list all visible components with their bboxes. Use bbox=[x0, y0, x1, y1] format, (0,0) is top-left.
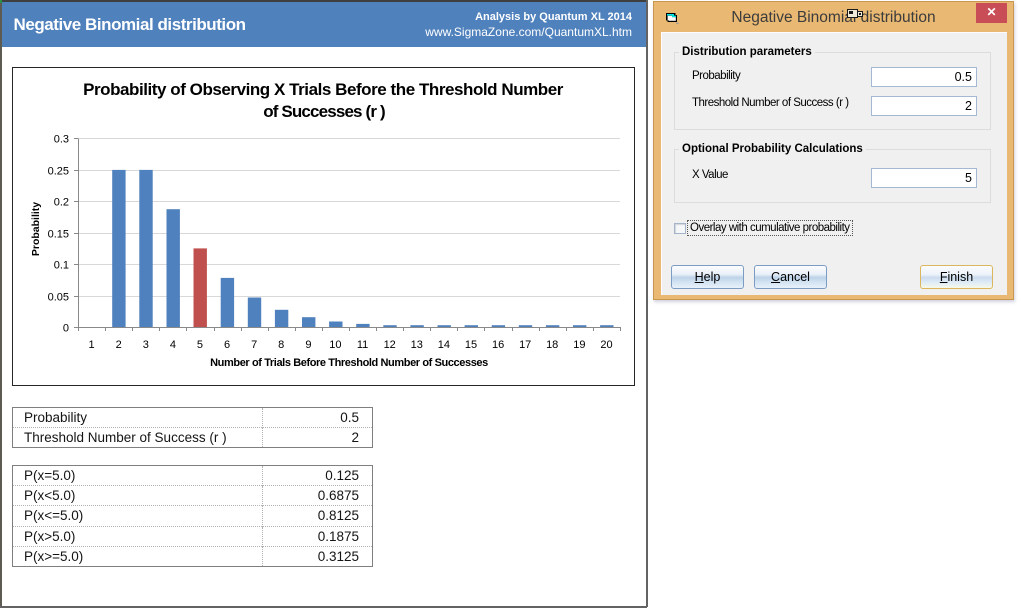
svg-text:0.25: 0.25 bbox=[48, 166, 69, 178]
svg-text:20: 20 bbox=[600, 339, 612, 351]
svg-text:0.1: 0.1 bbox=[54, 260, 69, 272]
svg-text:17: 17 bbox=[519, 339, 531, 351]
svg-text:0.15: 0.15 bbox=[48, 229, 69, 241]
svg-text:1: 1 bbox=[88, 339, 94, 351]
svg-text:2: 2 bbox=[116, 339, 122, 351]
svg-text:19: 19 bbox=[573, 339, 585, 351]
svg-text:11: 11 bbox=[357, 339, 368, 351]
svg-text:0.05: 0.05 bbox=[48, 292, 69, 304]
svg-text:7: 7 bbox=[251, 339, 257, 351]
svg-text:0.3: 0.3 bbox=[54, 134, 69, 146]
svg-text:14: 14 bbox=[438, 339, 450, 351]
svg-text:18: 18 bbox=[546, 339, 558, 351]
svg-text:Probability: Probability bbox=[30, 202, 42, 256]
svg-text:15: 15 bbox=[465, 339, 477, 351]
svg-text:3: 3 bbox=[143, 339, 149, 351]
svg-text:Probability of Observing X Tri: Probability of Observing X Trials Before… bbox=[83, 80, 564, 99]
svg-text:13: 13 bbox=[411, 339, 423, 351]
svg-text:16: 16 bbox=[492, 339, 504, 351]
svg-text:4: 4 bbox=[170, 339, 176, 351]
svg-text:5: 5 bbox=[197, 339, 203, 351]
svg-text:0.2: 0.2 bbox=[54, 197, 69, 209]
svg-text:10: 10 bbox=[329, 339, 341, 351]
svg-text:of Successes (r ): of Successes (r ) bbox=[263, 102, 385, 121]
svg-text:Number of Trials Before Thresh: Number of Trials Before Threshold Number… bbox=[210, 357, 488, 369]
svg-text:0: 0 bbox=[63, 323, 69, 335]
svg-text:8: 8 bbox=[278, 339, 284, 351]
svg-text:9: 9 bbox=[305, 339, 311, 351]
svg-text:12: 12 bbox=[384, 339, 396, 351]
svg-text:6: 6 bbox=[224, 339, 230, 351]
